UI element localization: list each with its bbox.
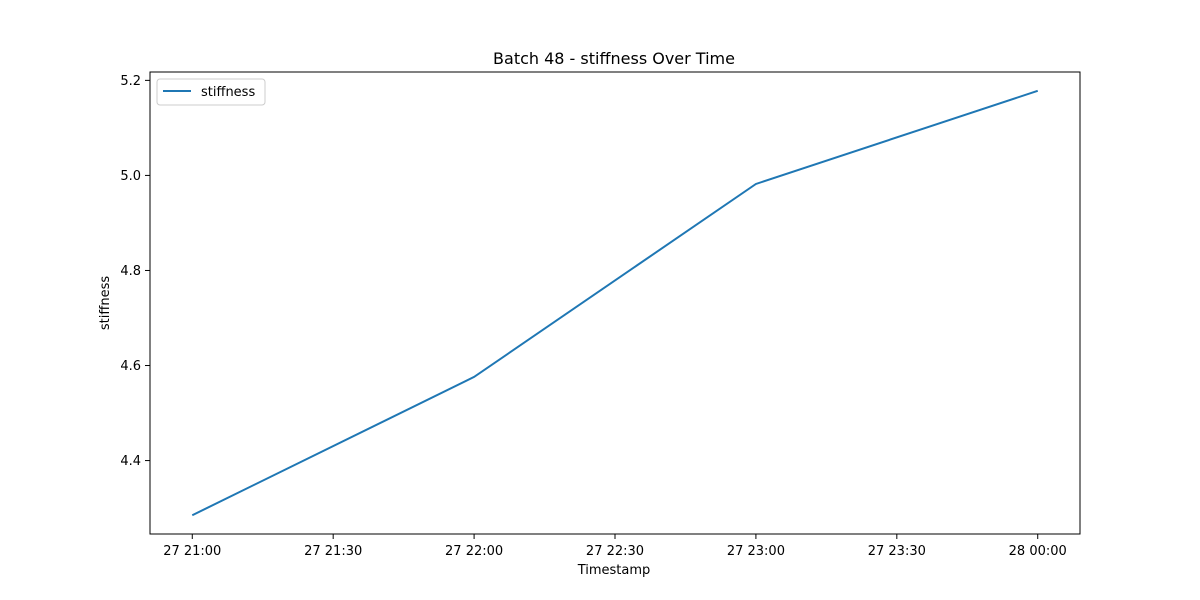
legend-label-stiffness: stiffness (201, 85, 255, 100)
y-tick-label: 5.2 (120, 74, 141, 89)
x-tick-label: 27 22:30 (586, 544, 644, 559)
x-tick-label: 27 21:30 (304, 544, 362, 559)
plot-frame (149, 71, 1081, 535)
y-axis-label: stiffness (98, 276, 113, 330)
y-tick-label: 4.6 (120, 359, 141, 374)
x-axis-ticks: 27 21:00 27 21:30 27 22:00 27 22:30 27 23:00… (163, 534, 1067, 559)
x-axis-label: Timestamp (577, 563, 651, 578)
x-tick-label: 28 00:00 (1009, 544, 1067, 559)
x-tick-label: 27 23:30 (868, 544, 926, 559)
y-tick-label: 4.8 (120, 264, 141, 279)
legend-box (156, 78, 266, 106)
chart-title: Batch 48 - stiffness Over Time (493, 49, 735, 68)
x-tick-label: 27 21:00 (163, 544, 221, 559)
x-tick-label: 27 23:00 (727, 544, 785, 559)
y-tick-label: 4.4 (120, 454, 141, 469)
x-tick-label: 27 22:00 (445, 544, 503, 559)
series-line-stiffness (191, 89, 1039, 517)
y-axis-ticks: 4.4 4.6 4.8 5.0 5.2 (120, 74, 150, 469)
y-tick-label: 5.0 (120, 169, 141, 184)
legend: stiffness (156, 78, 266, 106)
